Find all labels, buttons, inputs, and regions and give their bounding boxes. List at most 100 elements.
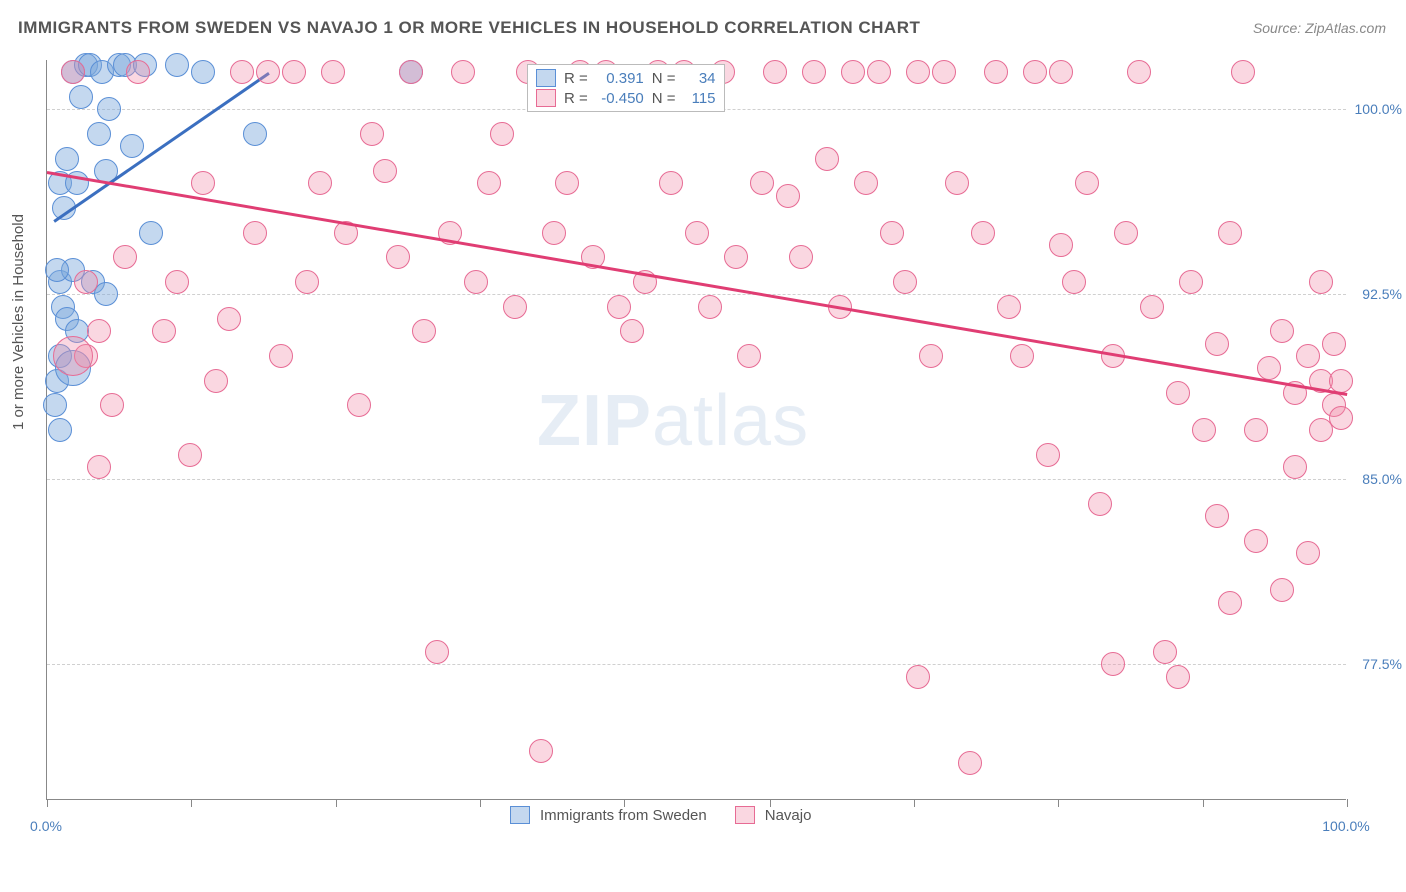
scatter-point bbox=[269, 344, 293, 368]
scatter-point bbox=[139, 221, 163, 245]
scatter-point bbox=[1088, 492, 1112, 516]
scatter-point bbox=[984, 60, 1008, 84]
scatter-point bbox=[1205, 332, 1229, 356]
scatter-point bbox=[607, 295, 631, 319]
scatter-point bbox=[1101, 652, 1125, 676]
scatter-point bbox=[347, 393, 371, 417]
scatter-point bbox=[282, 60, 306, 84]
scatter-point bbox=[893, 270, 917, 294]
scatter-point bbox=[412, 319, 436, 343]
scatter-point bbox=[815, 147, 839, 171]
scatter-point bbox=[906, 60, 930, 84]
scatter-point bbox=[69, 85, 93, 109]
scatter-point bbox=[1205, 504, 1229, 528]
scatter-point bbox=[789, 245, 813, 269]
stats-row: R =-0.450N =115 bbox=[536, 88, 716, 108]
scatter-point bbox=[1283, 455, 1307, 479]
scatter-point bbox=[1062, 270, 1086, 294]
scatter-point bbox=[1296, 541, 1320, 565]
scatter-point bbox=[230, 60, 254, 84]
stat-n-label: N = bbox=[652, 90, 676, 107]
scatter-point bbox=[945, 171, 969, 195]
scatter-point bbox=[1192, 418, 1216, 442]
scatter-point bbox=[685, 221, 709, 245]
scatter-point bbox=[191, 60, 215, 84]
watermark: ZIPatlas bbox=[537, 380, 809, 462]
scatter-point bbox=[243, 221, 267, 245]
scatter-point bbox=[373, 159, 397, 183]
scatter-point bbox=[841, 60, 865, 84]
x-tick bbox=[1058, 799, 1059, 807]
scatter-point bbox=[321, 60, 345, 84]
x-tick-label: 100.0% bbox=[1322, 818, 1369, 834]
x-tick bbox=[1347, 799, 1348, 807]
x-tick bbox=[480, 799, 481, 807]
scatter-point bbox=[55, 147, 79, 171]
scatter-point bbox=[542, 221, 566, 245]
stat-r-label: R = bbox=[564, 90, 588, 107]
scatter-point bbox=[1036, 443, 1060, 467]
x-tick-label: 0.0% bbox=[30, 818, 62, 834]
legend-label: Navajo bbox=[765, 807, 812, 824]
x-tick bbox=[336, 799, 337, 807]
scatter-point bbox=[1140, 295, 1164, 319]
stat-r-label: R = bbox=[564, 70, 588, 87]
scatter-point bbox=[854, 171, 878, 195]
scatter-point bbox=[1218, 221, 1242, 245]
scatter-point bbox=[1153, 640, 1177, 664]
scatter-point bbox=[763, 60, 787, 84]
legend-swatch bbox=[510, 806, 530, 824]
scatter-point bbox=[178, 443, 202, 467]
scatter-point bbox=[1049, 233, 1073, 257]
scatter-point bbox=[1218, 591, 1242, 615]
scatter-point bbox=[776, 184, 800, 208]
scatter-point bbox=[87, 319, 111, 343]
scatter-point bbox=[425, 640, 449, 664]
scatter-point bbox=[1296, 344, 1320, 368]
y-tick-label: 92.5% bbox=[1362, 286, 1402, 302]
scatter-point bbox=[217, 307, 241, 331]
bottom-legend: Immigrants from SwedenNavajo bbox=[510, 806, 829, 824]
stat-n-value: 34 bbox=[682, 70, 716, 87]
scatter-point bbox=[620, 319, 644, 343]
scatter-point bbox=[53, 336, 93, 376]
scatter-point bbox=[1322, 332, 1346, 356]
x-tick bbox=[914, 799, 915, 807]
scatter-point bbox=[87, 455, 111, 479]
scatter-point bbox=[1023, 60, 1047, 84]
scatter-point bbox=[360, 122, 384, 146]
source-label: Source: ZipAtlas.com bbox=[1253, 20, 1386, 36]
y-tick-label: 77.5% bbox=[1362, 656, 1402, 672]
scatter-point bbox=[724, 245, 748, 269]
stat-r-value: -0.450 bbox=[594, 90, 644, 107]
scatter-point bbox=[1010, 344, 1034, 368]
scatter-point bbox=[43, 393, 67, 417]
scatter-point bbox=[165, 53, 189, 77]
y-tick-label: 85.0% bbox=[1362, 471, 1402, 487]
scatter-point bbox=[97, 97, 121, 121]
scatter-point bbox=[1309, 270, 1333, 294]
x-tick bbox=[1203, 799, 1204, 807]
scatter-point bbox=[204, 369, 228, 393]
watermark-atlas: atlas bbox=[652, 381, 809, 461]
scatter-point bbox=[1166, 381, 1190, 405]
legend-swatch bbox=[536, 89, 556, 107]
scatter-plot: ZIPatlas 77.5%85.0%92.5%100.0%R =0.391N … bbox=[46, 60, 1346, 800]
watermark-zip: ZIP bbox=[537, 381, 652, 461]
scatter-point bbox=[308, 171, 332, 195]
scatter-point bbox=[919, 344, 943, 368]
scatter-point bbox=[906, 665, 930, 689]
scatter-point bbox=[48, 418, 72, 442]
scatter-point bbox=[256, 60, 280, 84]
scatter-point bbox=[802, 60, 826, 84]
scatter-point bbox=[464, 270, 488, 294]
scatter-point bbox=[698, 295, 722, 319]
stats-row: R =0.391N =34 bbox=[536, 68, 716, 88]
scatter-point bbox=[503, 295, 527, 319]
scatter-point bbox=[737, 344, 761, 368]
legend-swatch bbox=[735, 806, 755, 824]
scatter-point bbox=[87, 122, 111, 146]
scatter-point bbox=[61, 60, 85, 84]
scatter-point bbox=[1244, 529, 1268, 553]
scatter-point bbox=[399, 60, 423, 84]
